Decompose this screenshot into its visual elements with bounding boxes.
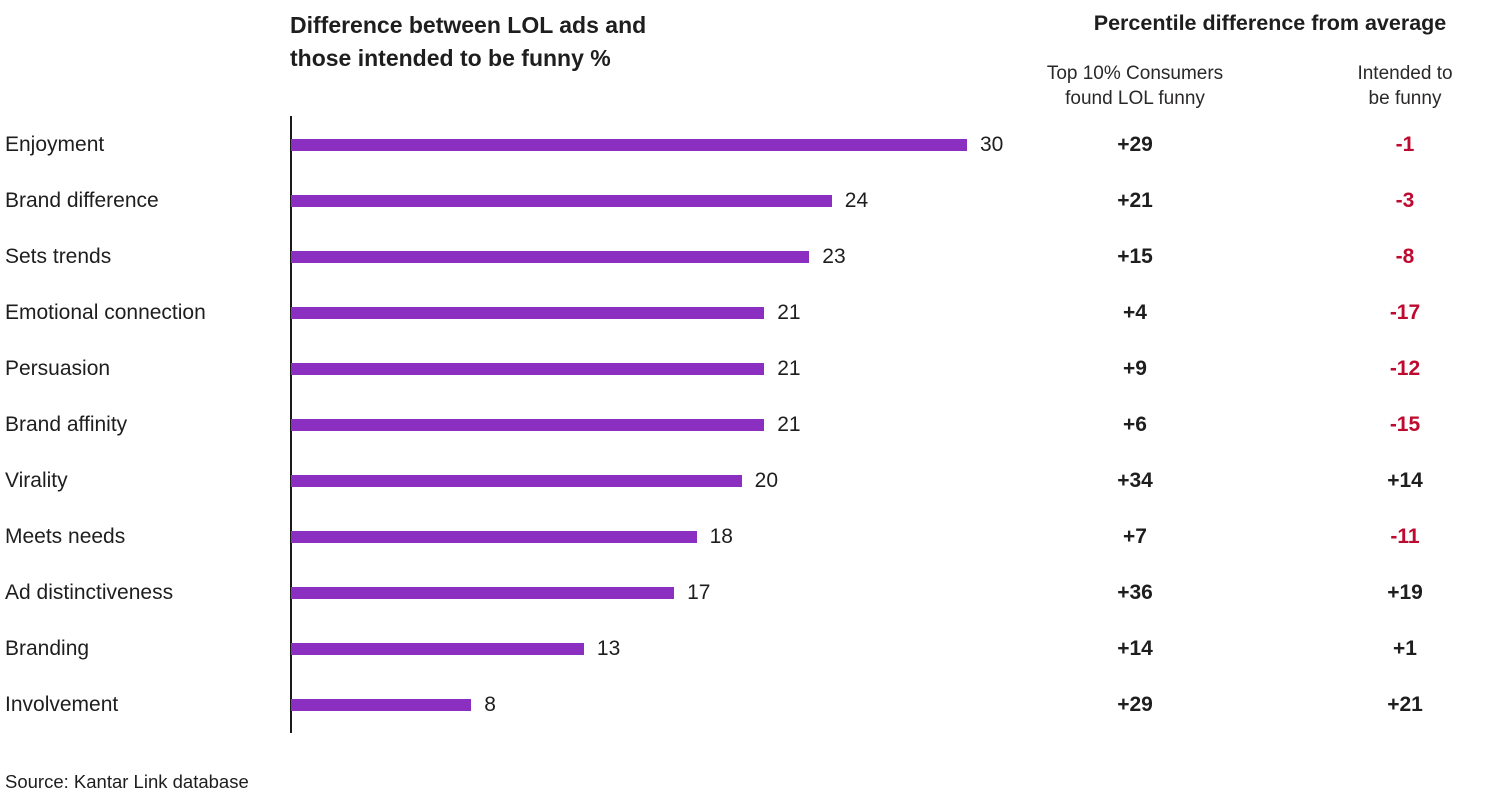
top10-value: +7 (1123, 525, 1147, 548)
table-row: Ad distinctiveness 17 +36 +19 (0, 565, 1500, 621)
chart-title: Difference between LOL ads and those int… (290, 12, 647, 71)
y-axis-line (290, 116, 292, 733)
table-row: Branding 13 +14 +1 (0, 621, 1500, 677)
bar-value-label: 21 (777, 301, 801, 324)
bar (291, 363, 765, 375)
intended-value: +19 (1387, 581, 1423, 604)
category-label: Sets trends (5, 245, 112, 268)
table-row: Involvement 8 +29 +21 (0, 677, 1500, 733)
intended-value: +14 (1387, 469, 1423, 492)
top10-value: +21 (1117, 189, 1153, 212)
intended-value: -17 (1389, 301, 1421, 324)
category-label: Persuasion (5, 357, 111, 380)
bar (291, 643, 584, 655)
bar-value-label: 21 (777, 413, 801, 436)
category-label: Brand difference (5, 189, 159, 212)
top10-value: +4 (1123, 301, 1147, 324)
intended-value: -15 (1389, 413, 1421, 436)
bar (291, 139, 967, 151)
bar (291, 475, 742, 487)
bar-value-label: 24 (844, 189, 869, 212)
table-row: Virality 20 +34 +14 (0, 453, 1500, 509)
category-label: Brand affinity (5, 413, 128, 436)
intended-value: -3 (1395, 189, 1415, 212)
table-row: Brand difference 24 +21 -3 (0, 173, 1500, 229)
bar-value-label: 13 (596, 637, 621, 660)
category-label: Branding (5, 637, 90, 660)
bar (291, 251, 810, 263)
bar (291, 195, 832, 207)
top10-value: +29 (1117, 693, 1153, 716)
category-label: Enjoyment (5, 133, 105, 156)
table-row: Enjoyment 30 +29 -1 (0, 117, 1500, 173)
top10-value: +34 (1117, 469, 1153, 492)
intended-value: -1 (1395, 133, 1415, 156)
category-label: Emotional connection (5, 301, 206, 324)
bar-value-label: 20 (754, 469, 779, 492)
category-label: Involvement (5, 693, 119, 716)
column-header-top10: Top 10% Consumers found LOL funny (1046, 63, 1224, 109)
intended-value: +21 (1387, 693, 1423, 716)
table-row: Brand affinity 21 +6 -15 (0, 397, 1500, 453)
table-row: Meets needs 18 +7 -11 (0, 509, 1500, 565)
source-note: Source: Kantar Link database (5, 771, 249, 792)
bar (291, 531, 697, 543)
category-label: Meets needs (5, 525, 126, 548)
table-row: Emotional connection 21 +4 -17 (0, 285, 1500, 341)
bar (291, 307, 765, 319)
intended-value: +1 (1393, 637, 1417, 660)
top10-value: +6 (1123, 413, 1147, 436)
category-label: Ad distinctiveness (5, 581, 174, 604)
bar-value-label: 17 (687, 581, 711, 604)
bar (291, 419, 765, 431)
top10-value: +14 (1117, 637, 1153, 660)
bar-value-label: 18 (709, 525, 733, 548)
bar (291, 699, 472, 711)
top10-value: +29 (1117, 133, 1153, 156)
table-row: Sets trends 23 +15 -8 (0, 229, 1500, 285)
intended-value: -11 (1390, 525, 1420, 548)
bar-value-label: 30 (980, 133, 1004, 156)
top10-value: +9 (1123, 357, 1147, 380)
intended-value: -12 (1389, 357, 1421, 380)
bar-value-label: 21 (777, 357, 801, 380)
bar (291, 587, 675, 599)
table-row: Persuasion 21 +9 -12 (0, 341, 1500, 397)
percentile-section-title: Percentile difference from average (1093, 11, 1447, 35)
bar-value-label: 23 (822, 245, 846, 268)
column-header-intended: Intended to be funny (1357, 63, 1453, 109)
category-label: Virality (5, 469, 68, 492)
top10-value: +15 (1117, 245, 1153, 268)
intended-value: -8 (1395, 245, 1415, 268)
top10-value: +36 (1117, 581, 1153, 604)
bar-value-label: 8 (484, 693, 496, 716)
